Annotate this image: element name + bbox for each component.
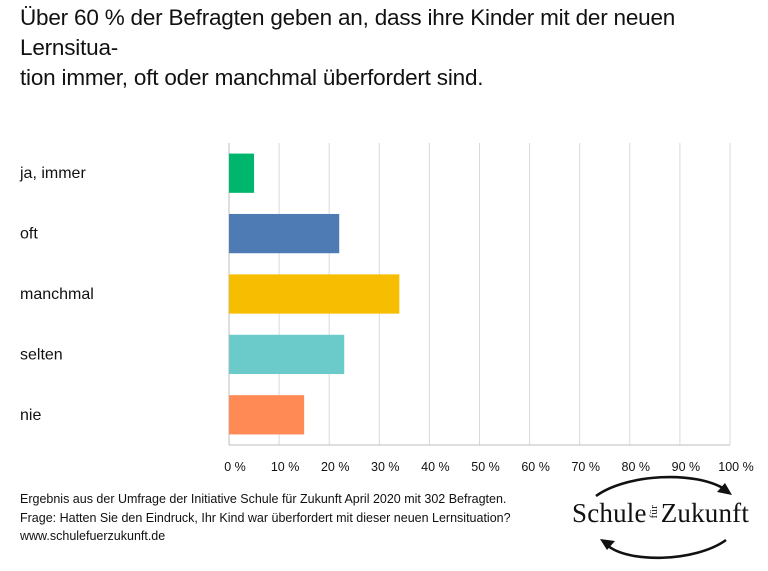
bar — [229, 334, 345, 375]
x-tick-label: 90 % — [672, 460, 701, 474]
category-label: nie — [20, 407, 41, 424]
logo-word-fuer: für — [647, 504, 660, 518]
x-tick-labels: 0 % 10 % 20 % 30 % 40 % 50 % 60 % 70 % 80 % 90 % 1… — [224, 460, 754, 474]
x-tick-label: 70 % — [571, 460, 600, 474]
category-label: manchmal — [20, 286, 94, 303]
logo-text: SchulefürZukunft — [572, 498, 749, 529]
x-tick-label: 50 % — [471, 460, 500, 474]
x-tick-label: 10 % — [271, 460, 300, 474]
chart-title-line-2: tion immer, oft oder manchmal überforder… — [20, 65, 484, 90]
logo-word-zukunft: Zukunft — [660, 498, 750, 528]
chart-bars — [229, 153, 400, 435]
x-tick-label: 80 % — [622, 460, 651, 474]
chart-title-line-1: Über 60 % der Befragten geben an, dass i… — [20, 5, 676, 60]
chart-title: Über 60 % der Befragten geben an, dass i… — [20, 3, 760, 93]
x-tick-label: 0 % — [224, 460, 246, 474]
footer-line-1: Ergebnis aus der Umfrage der Initiative … — [20, 492, 507, 506]
footer-line-3: www.schulefuerzukunft.de — [20, 529, 166, 543]
bar — [229, 153, 255, 193]
x-tick-label: 40 % — [421, 460, 450, 474]
x-tick-label: 30 % — [371, 460, 400, 474]
category-labels: ja, immer oft manchmal selten nie — [19, 165, 94, 424]
category-label: ja, immer — [19, 165, 86, 182]
bar — [229, 213, 340, 254]
bar — [229, 274, 400, 314]
logo: SchulefürZukunft — [566, 468, 766, 568]
footer-note: Ergebnis aus der Umfrage der Initiative … — [20, 490, 580, 546]
footer-line-2: Frage: Hatten Sie den Eindruck, Ihr Kind… — [20, 510, 511, 525]
x-tick-label: 20 % — [321, 460, 350, 474]
bar-chart: ja, immer oft manchmal selten nie 0 % 10 % 20 … — [19, 143, 754, 474]
x-tick-label: 100 % — [718, 460, 753, 474]
category-label: selten — [20, 346, 63, 363]
logo-word-schule: Schule — [572, 498, 647, 528]
category-label: oft — [20, 226, 38, 243]
x-tick-label: 60 % — [521, 460, 550, 474]
bar — [229, 395, 305, 435]
logo-arrows-icon — [595, 475, 732, 560]
